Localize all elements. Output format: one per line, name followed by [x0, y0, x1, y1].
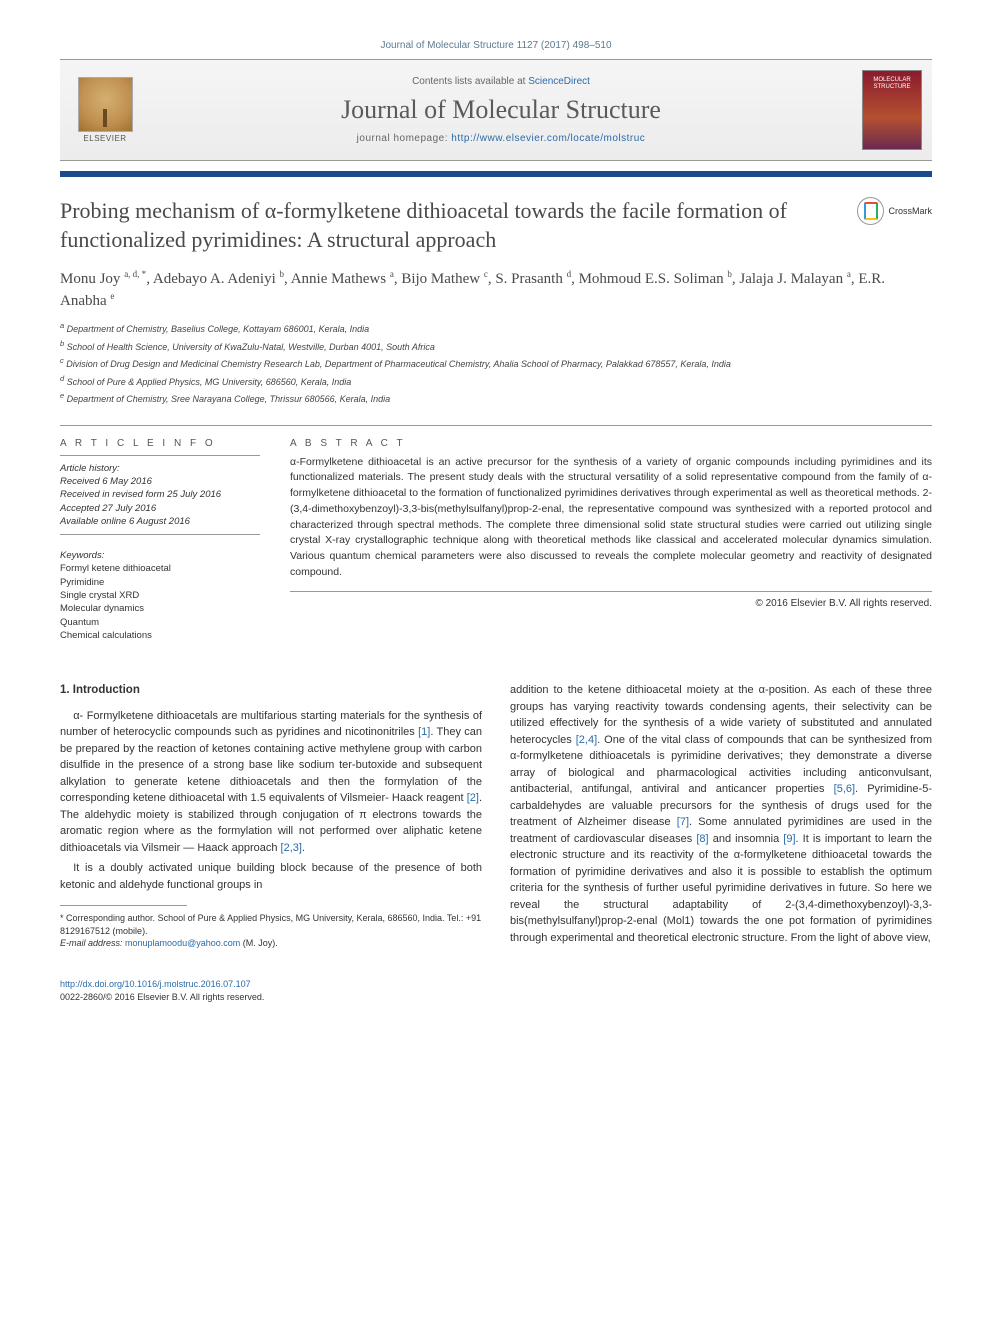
- contents-line: Contents lists available at ScienceDirec…: [140, 76, 862, 87]
- homepage-line: journal homepage: http://www.elsevier.co…: [140, 133, 862, 144]
- crossmark-icon: [857, 197, 884, 225]
- article-title: Probing mechanism of α-formylketene dith…: [60, 197, 845, 254]
- header-center: Contents lists available at ScienceDirec…: [140, 76, 862, 144]
- homepage-link[interactable]: http://www.elsevier.com/locate/molstruc: [451, 133, 645, 144]
- abstract-text: α-Formylketene dithioacetal is an active…: [290, 455, 932, 592]
- affiliation-line: d School of Pure & Applied Physics, MG U…: [60, 373, 932, 390]
- sciencedirect-link[interactable]: ScienceDirect: [528, 76, 590, 87]
- citation-link[interactable]: [9]: [783, 833, 795, 845]
- abstract-copyright: © 2016 Elsevier B.V. All rights reserved…: [290, 598, 932, 609]
- affiliation-line: c Division of Drug Design and Medicinal …: [60, 355, 932, 372]
- affiliations: a Department of Chemistry, Baselius Coll…: [60, 320, 932, 407]
- citation-link[interactable]: [8]: [696, 833, 708, 845]
- keyword-item: Formyl ketene dithioacetal: [60, 562, 260, 575]
- cover-thumb-label: MOLECULAR STRUCTURE: [867, 77, 917, 90]
- history-revised: Received in revised form 25 July 2016: [60, 488, 260, 501]
- body-para-3: addition to the ketene dithioacetal moie…: [510, 682, 932, 946]
- email-suffix: (M. Joy).: [240, 938, 278, 948]
- top-citation: Journal of Molecular Structure 1127 (201…: [60, 40, 932, 51]
- keyword-item: Chemical calculations: [60, 629, 260, 642]
- keyword-item: Single crystal XRD: [60, 589, 260, 602]
- abstract-heading: A B S T R A C T: [290, 438, 932, 449]
- blue-rule: [60, 171, 932, 177]
- homepage-prefix: journal homepage:: [357, 133, 452, 144]
- elsevier-logo: ELSEVIER: [70, 70, 140, 150]
- citation-link[interactable]: [7]: [677, 816, 689, 828]
- corresponding-email-link[interactable]: monuplamoodu@yahoo.com: [125, 938, 240, 948]
- body-columns: 1. Introduction α- Formylketene dithioac…: [60, 682, 932, 950]
- journal-cover-thumb: MOLECULAR STRUCTURE: [862, 70, 922, 150]
- page-footer: http://dx.doi.org/10.1016/j.molstruc.201…: [60, 978, 932, 1003]
- contents-prefix: Contents lists available at: [412, 76, 528, 87]
- email-label: E-mail address:: [60, 938, 125, 948]
- header-band: ELSEVIER Contents lists available at Sci…: [60, 59, 932, 161]
- abstract-col: A B S T R A C T α-Formylketene dithioace…: [290, 438, 932, 643]
- article-history: Article history: Received 6 May 2016 Rec…: [60, 455, 260, 535]
- section-1-heading: 1. Introduction: [60, 682, 482, 699]
- history-received: Received 6 May 2016: [60, 475, 260, 488]
- crossmark-badge[interactable]: CrossMark: [857, 197, 932, 225]
- corresponding-author-note: * Corresponding author. School of Pure &…: [60, 912, 482, 937]
- keywords-label: Keywords:: [60, 549, 260, 562]
- keyword-item: Pyrimidine: [60, 576, 260, 589]
- journal-name: Journal of Molecular Structure: [140, 95, 862, 125]
- citation-link[interactable]: [2]: [467, 792, 479, 804]
- keywords: Keywords: Formyl ketene dithioacetalPyri…: [60, 549, 260, 642]
- body-para-1: α- Formylketene dithioacetals are multif…: [60, 708, 482, 857]
- article-info-heading: A R T I C L E I N F O: [60, 438, 260, 449]
- article-info-col: A R T I C L E I N F O Article history: R…: [60, 438, 260, 643]
- elsevier-tree-icon: [78, 77, 133, 132]
- affiliation-line: e Department of Chemistry, Sree Narayana…: [60, 390, 932, 407]
- body-para-2: It is a doubly activated unique building…: [60, 860, 482, 893]
- authors: Monu Joy a, d, *, Adebayo A. Adeniyi b, …: [60, 268, 932, 312]
- elsevier-label: ELSEVIER: [83, 134, 126, 143]
- email-line: E-mail address: monuplamoodu@yahoo.com (…: [60, 937, 482, 950]
- doi-link[interactable]: http://dx.doi.org/10.1016/j.molstruc.201…: [60, 979, 251, 989]
- history-accepted: Accepted 27 July 2016: [60, 502, 260, 515]
- footnotes: * Corresponding author. School of Pure &…: [60, 912, 482, 950]
- footnote-separator: [60, 905, 187, 906]
- citation-link[interactable]: [2,4]: [576, 734, 597, 746]
- keyword-item: Molecular dynamics: [60, 602, 260, 615]
- keyword-item: Quantum: [60, 616, 260, 629]
- history-online: Available online 6 August 2016: [60, 515, 260, 528]
- citation-link[interactable]: [2,3]: [281, 842, 302, 854]
- crossmark-label: CrossMark: [888, 206, 932, 216]
- issn-copyright: 0022-2860/© 2016 Elsevier B.V. All right…: [60, 992, 264, 1002]
- history-label: Article history:: [60, 462, 260, 475]
- affiliation-line: a Department of Chemistry, Baselius Coll…: [60, 320, 932, 337]
- citation-link[interactable]: [5,6]: [834, 783, 855, 795]
- affiliation-line: b School of Health Science, University o…: [60, 338, 932, 355]
- citation-link[interactable]: [1]: [418, 726, 430, 738]
